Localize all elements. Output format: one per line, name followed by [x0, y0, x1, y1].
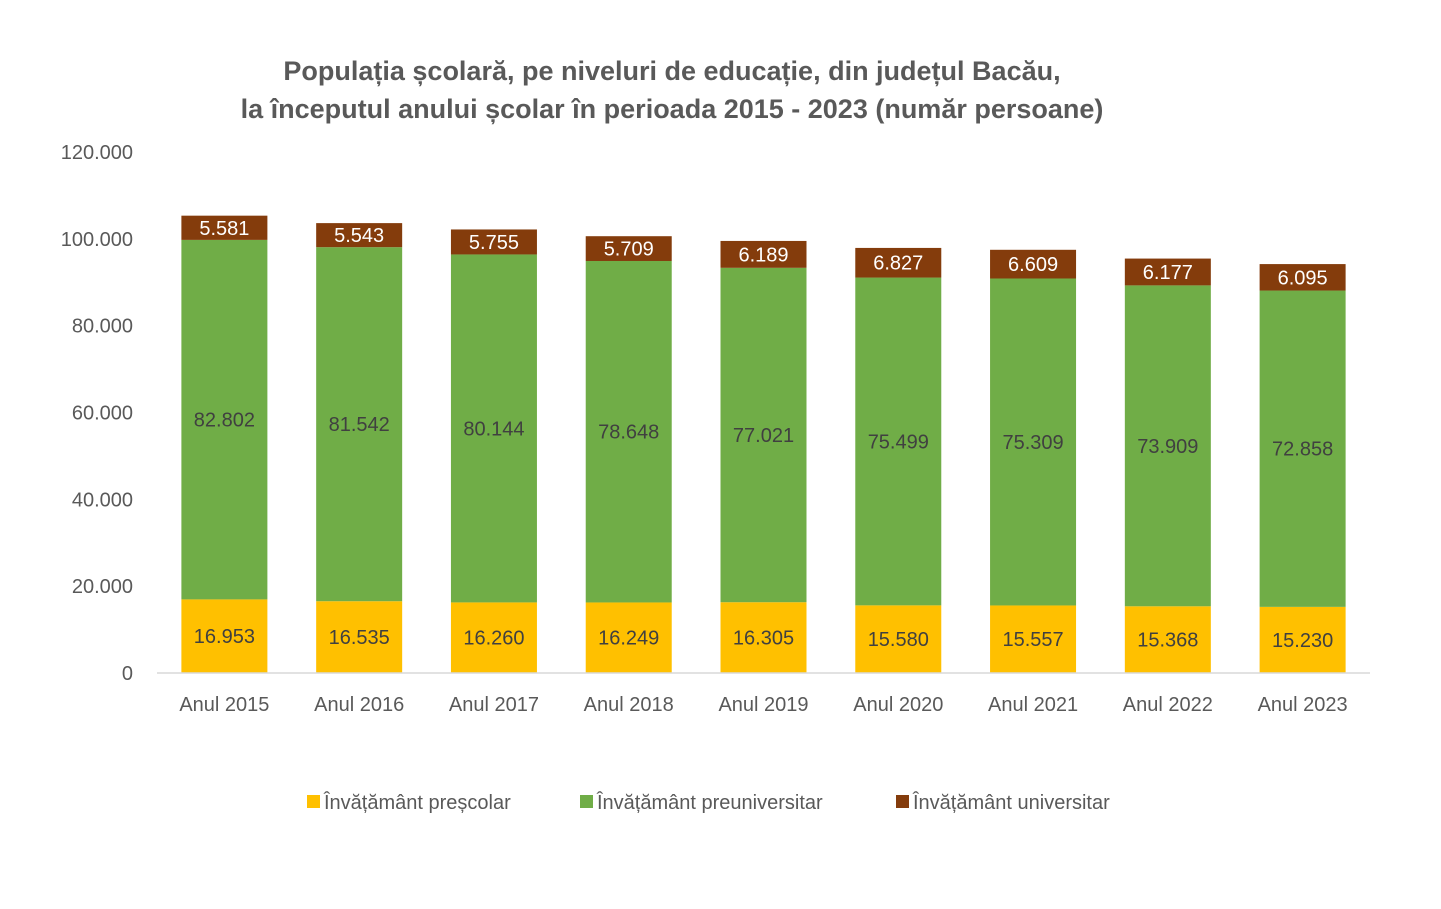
x-tick-label: Anul 2018 [584, 694, 674, 716]
bar-segment [990, 278, 1077, 606]
data-label: 75.499 [868, 431, 929, 453]
bar-segment [1124, 285, 1211, 607]
bar-segment [585, 602, 672, 673]
bar-segment [316, 223, 403, 248]
y-axis: 0 20.000 40.000 60.000 80.000 100.000 120.000 [61, 142, 133, 685]
y-tick-label: 40.000 [72, 489, 133, 511]
bar-segment [720, 602, 807, 673]
bar-segment [1124, 606, 1211, 673]
data-label: 82.802 [194, 410, 255, 432]
bar-segment [316, 601, 403, 673]
legend: Învățământ preșcolar Învățământ preuniver… [307, 791, 1110, 814]
x-tick-label: Anul 2022 [1123, 694, 1213, 716]
bar-segment [450, 254, 537, 603]
bar-segment [585, 236, 672, 261]
data-label: 75.309 [1002, 432, 1063, 454]
bar-segment [990, 249, 1077, 279]
bar-segment [720, 240, 807, 268]
data-label: 16.249 [598, 628, 659, 650]
bar-segment [585, 260, 672, 603]
y-tick-label: 0 [122, 663, 133, 685]
x-tick-label: Anul 2019 [718, 694, 808, 716]
bar-stack: 16.305 77.021 6.189 [720, 240, 807, 673]
data-label: 16.953 [194, 626, 255, 648]
data-label: 72.858 [1272, 439, 1333, 461]
x-tick-label: Anul 2016 [314, 694, 404, 716]
data-label: 15.557 [1002, 629, 1063, 651]
data-label: 15.580 [868, 629, 929, 651]
data-label: 80.144 [463, 418, 524, 440]
bar-segment [855, 277, 942, 606]
bar-stack: 15.230 72.858 6.095 [1259, 264, 1346, 673]
data-label: 6.827 [873, 253, 923, 275]
data-label: 15.230 [1272, 630, 1333, 652]
bar-segment [1124, 258, 1211, 286]
data-label: 16.535 [329, 627, 390, 649]
legend-item: Învățământ preșcolar [307, 791, 511, 814]
data-label: 5.543 [334, 225, 384, 247]
bar-stack: 15.580 75.499 6.827 [855, 247, 942, 673]
bar-stack: 16.953 82.802 5.581 [181, 215, 268, 673]
bar-segment [990, 605, 1077, 673]
bars: 16.953 82.802 5.581 16.535 81.542 5.543 16.260… [181, 215, 1346, 673]
data-label: 78.648 [598, 422, 659, 444]
legend-item: Învățământ preuniversitar [580, 791, 823, 814]
data-label: 16.305 [733, 628, 794, 650]
data-label: 81.542 [329, 414, 390, 436]
data-label: 6.189 [738, 244, 788, 266]
bar-segment [855, 247, 942, 278]
bar-stack: 15.557 75.309 6.609 [990, 249, 1077, 673]
bar-segment [1259, 264, 1346, 291]
data-label: 5.755 [469, 232, 519, 254]
bar-segment [1259, 606, 1346, 673]
data-label: 16.260 [463, 628, 524, 650]
y-tick-label: 120.000 [61, 142, 133, 164]
bar-segment [1259, 290, 1346, 607]
bar-stack: 15.368 73.909 6.177 [1124, 258, 1211, 673]
bar-segment [855, 605, 942, 673]
data-label: 5.709 [604, 239, 654, 261]
x-axis: Anul 2015 Anul 2016 Anul 2017 Anul 2018 Anul… [179, 694, 1347, 716]
bar-segment [450, 229, 537, 255]
legend-swatch [307, 795, 320, 808]
bar-segment [450, 602, 537, 673]
y-tick-label: 80.000 [72, 316, 133, 338]
data-label: 6.095 [1278, 267, 1328, 289]
bar-segment [720, 267, 807, 603]
chart-title: Populația școlară, pe niveluri de educaț… [0, 52, 1344, 128]
x-tick-label: Anul 2020 [853, 694, 943, 716]
x-tick-label: Anul 2023 [1258, 694, 1348, 716]
legend-item: Învățământ universitar [896, 791, 1110, 814]
legend-label: Învățământ preșcolar [323, 791, 511, 814]
bar-stack: 16.249 78.648 5.709 [585, 236, 672, 673]
bar-stack: 16.535 81.542 5.543 [316, 223, 403, 673]
chart-title-line-2: la începutul anului școlar în perioada 2… [240, 94, 1104, 124]
data-label: 73.909 [1137, 436, 1198, 458]
bar-segment [181, 215, 268, 240]
data-label: 15.368 [1137, 630, 1198, 652]
chart-title-line-1: Populația școlară, pe niveluri de educaț… [283, 56, 1061, 86]
bar-stack: 16.260 80.144 5.755 [450, 229, 537, 673]
y-tick-label: 60.000 [72, 403, 133, 425]
legend-label: Învățământ universitar [912, 791, 1110, 814]
bar-segment [181, 599, 268, 673]
data-label: 6.609 [1008, 254, 1058, 276]
data-label: 6.177 [1143, 262, 1193, 284]
bar-segment [316, 247, 403, 602]
y-tick-label: 100.000 [61, 229, 133, 251]
x-tick-label: Anul 2017 [449, 694, 539, 716]
legend-swatch [580, 795, 593, 808]
y-tick-label: 20.000 [72, 576, 133, 598]
legend-swatch [896, 795, 909, 808]
bar-segment [181, 239, 268, 600]
x-tick-label: Anul 2015 [179, 694, 269, 716]
data-label: 5.581 [199, 218, 249, 240]
data-label: 77.021 [733, 425, 794, 447]
x-tick-label: Anul 2021 [988, 694, 1078, 716]
legend-label: Învățământ preuniversitar [596, 791, 823, 814]
